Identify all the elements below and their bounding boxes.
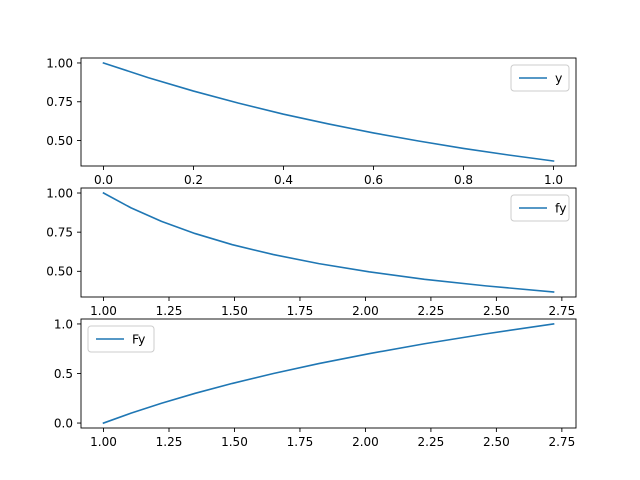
- y-tick-label: 1.00: [46, 186, 73, 200]
- legend: fy: [510, 194, 570, 222]
- x-tick-label: 1.00: [90, 304, 117, 318]
- series-line-Fy: [102, 323, 555, 425]
- x-tick-label: 2.50: [483, 435, 510, 449]
- legend: Fy: [87, 325, 155, 353]
- x-tick-label: 1.25: [156, 304, 183, 318]
- x-tick-label: 1.25: [156, 435, 183, 449]
- legend: y: [510, 64, 570, 92]
- y-tick-label: 0.75: [46, 225, 73, 239]
- x-tick-label: 0.4: [274, 173, 293, 187]
- subplot-3: 1.00 1.25 1.50 1.75 2.00 2.25 2.50 2.75 0.0 0.5 1.…: [54, 317, 577, 449]
- plot-area: [81, 319, 576, 428]
- series-line-fy: [102, 191, 555, 293]
- legend-label-Fy: Fy: [132, 332, 146, 347]
- legend-label-y: y: [555, 71, 563, 86]
- y-tick-label: 0.0: [54, 416, 73, 430]
- x-tick-label: 2.75: [548, 304, 575, 318]
- axes-frame: [80, 187, 577, 298]
- x-tick-label: 1.75: [287, 435, 314, 449]
- x-tick-label: 2.00: [352, 435, 379, 449]
- x-tick-label: 1.75: [287, 304, 314, 318]
- y-tick-label: 0.5: [54, 367, 73, 381]
- series-line-y: [102, 61, 555, 162]
- x-tick-label: 0.2: [184, 173, 203, 187]
- y-tick-label: 0.75: [46, 95, 73, 109]
- subplot-2: 1.00 1.25 1.50 1.75 2.00 2.25 2.50 2.75 0.50 0.75…: [46, 186, 577, 318]
- x-tick-label: 1.00: [90, 435, 117, 449]
- x-tick-label: 1.50: [221, 304, 248, 318]
- x-tick-label: 2.75: [548, 435, 575, 449]
- x-tick-label: 2.50: [483, 304, 510, 318]
- y-tick-label: 1.00: [46, 56, 73, 70]
- plot-area: [81, 58, 576, 166]
- subplot-1: 0.0 0.2 0.4 0.6 0.8 1.0 0.50 0.75 1.00 y: [46, 56, 577, 187]
- x-tick-label: 2.25: [418, 435, 445, 449]
- x-tick-label: 1.50: [221, 435, 248, 449]
- x-tick-label: 0.0: [94, 173, 113, 187]
- y-tick-label: 0.50: [46, 134, 73, 148]
- x-tick-label: 0.8: [454, 173, 473, 187]
- y-tick-label: 1.0: [54, 317, 73, 331]
- y-tick-label: 0.50: [46, 265, 73, 279]
- plot-area: [81, 188, 576, 297]
- x-tick-label: 0.6: [364, 173, 383, 187]
- legend-label-fy: fy: [555, 201, 567, 216]
- x-tick-label: 1.0: [544, 173, 563, 187]
- axes-frame: [80, 57, 577, 167]
- x-tick-label: 2.00: [352, 304, 379, 318]
- x-tick-label: 2.25: [418, 304, 445, 318]
